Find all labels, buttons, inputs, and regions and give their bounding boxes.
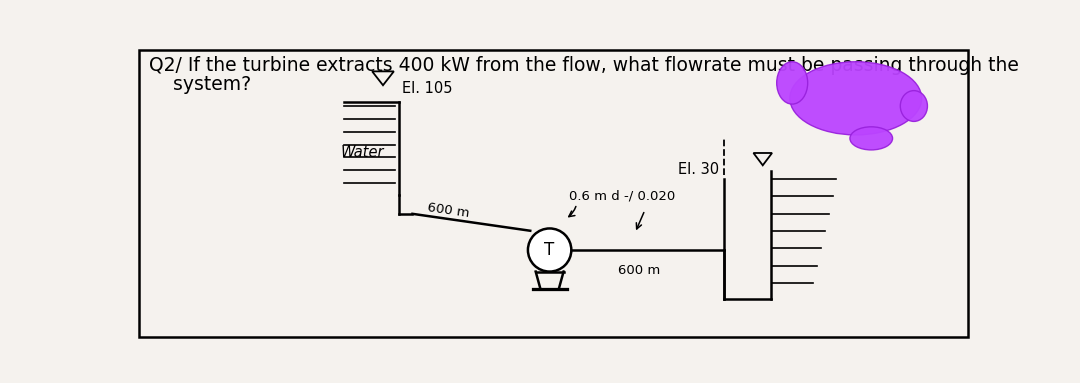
Text: 600 m: 600 m <box>427 201 470 220</box>
Ellipse shape <box>850 127 892 150</box>
Circle shape <box>528 228 571 272</box>
Text: El. 30: El. 30 <box>677 162 718 177</box>
Ellipse shape <box>789 62 921 135</box>
Text: Water: Water <box>340 145 383 160</box>
Ellipse shape <box>901 91 928 121</box>
Text: 0.6 m d -/ 0.020: 0.6 m d -/ 0.020 <box>569 190 675 203</box>
Text: El. 105: El. 105 <box>403 81 453 96</box>
Text: T: T <box>544 241 555 259</box>
Ellipse shape <box>777 62 808 104</box>
Text: Q2/ If the turbine extracts 400 kW from the flow, what flowrate must be passing : Q2/ If the turbine extracts 400 kW from … <box>149 56 1018 75</box>
Text: 600 m: 600 m <box>618 264 660 277</box>
Text: system?: system? <box>149 75 251 94</box>
